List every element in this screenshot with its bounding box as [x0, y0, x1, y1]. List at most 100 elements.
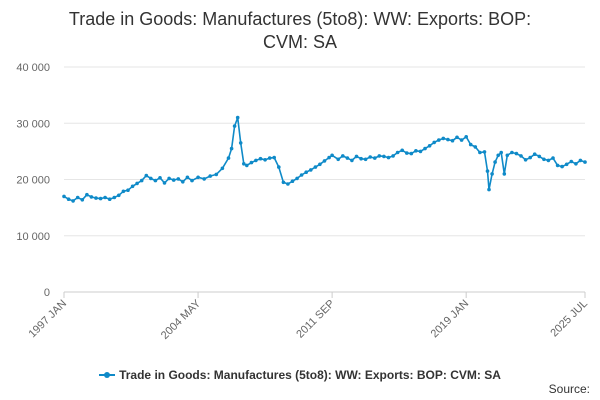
data-point	[510, 150, 514, 155]
chart-title-line-1: Trade in Goods: Manufactures (5to8): WW:…	[68, 9, 532, 29]
data-point	[468, 142, 473, 147]
data-point	[220, 166, 225, 171]
data-point	[153, 178, 158, 183]
data-point	[229, 146, 234, 151]
data-point	[330, 153, 334, 158]
data-point	[89, 195, 94, 199]
data-point	[409, 151, 414, 156]
y-tick-label: 20 000	[16, 175, 50, 187]
data-point	[149, 176, 153, 181]
data-point	[176, 177, 181, 181]
data-point	[66, 197, 71, 201]
data-point	[542, 157, 546, 162]
data-point	[295, 176, 299, 181]
data-point	[418, 149, 423, 154]
data-point	[62, 194, 66, 199]
data-point	[555, 163, 560, 168]
data-point	[569, 159, 574, 164]
data-point	[185, 175, 190, 180]
legend-swatch	[99, 371, 116, 378]
data-point	[414, 149, 418, 153]
data-point	[490, 172, 494, 176]
data-point	[130, 184, 135, 189]
data-point	[537, 154, 542, 159]
data-point	[423, 146, 427, 151]
data-point	[258, 156, 263, 161]
data-point	[502, 172, 507, 176]
y-axis: 0 10 000 20 000 30 000 40 000	[16, 62, 50, 299]
data-point	[277, 165, 281, 169]
data-point	[455, 135, 459, 140]
data-point	[232, 124, 237, 128]
data-point	[482, 150, 487, 154]
data-point	[196, 175, 200, 180]
data-point	[235, 115, 240, 120]
data-point	[267, 156, 272, 160]
data-point	[395, 150, 400, 155]
data-point	[459, 138, 464, 142]
data-point	[103, 195, 107, 200]
data-point	[299, 173, 304, 177]
data-point	[226, 156, 231, 160]
data-point	[263, 158, 267, 162]
data-point	[254, 158, 258, 163]
data-point	[318, 162, 322, 167]
data-point	[499, 150, 504, 155]
data-point	[238, 141, 243, 145]
data-point	[208, 174, 212, 178]
data-point	[139, 178, 144, 183]
data-point	[272, 155, 277, 160]
data-point	[245, 163, 249, 168]
data-point	[478, 150, 482, 155]
x-tick-label: 1997 JAN	[26, 298, 69, 341]
data-point	[485, 169, 490, 173]
data-point	[446, 137, 450, 142]
data-point	[249, 160, 254, 165]
data-point	[345, 156, 350, 160]
data-point	[583, 160, 587, 164]
data-point	[578, 158, 583, 163]
data-point	[75, 195, 80, 200]
data-point	[400, 148, 405, 153]
data-point	[528, 155, 532, 160]
legend: Trade in Goods: Manufactures (5to8): WW:…	[0, 368, 600, 382]
data-point	[80, 198, 85, 202]
data-point	[341, 154, 345, 158]
data-point	[564, 162, 569, 167]
data-point	[309, 168, 313, 172]
data-point	[112, 195, 117, 200]
data-point	[574, 162, 578, 166]
x-tick-label: 2011 SEP	[294, 298, 337, 341]
data-point	[242, 162, 246, 166]
legend-label: Trade in Goods: Manufactures (5to8): WW:…	[119, 368, 501, 382]
data-point	[107, 197, 112, 201]
data-point	[350, 158, 354, 163]
data-point	[373, 156, 377, 160]
data-point	[532, 152, 537, 156]
data-point	[181, 180, 185, 184]
y-tick-label: 10 000	[16, 231, 50, 243]
data-point	[214, 172, 219, 177]
data-point	[144, 173, 149, 178]
data-point	[290, 179, 295, 183]
data-point	[560, 164, 564, 169]
data-point	[327, 155, 331, 160]
data-point	[377, 154, 382, 158]
data-point	[437, 138, 441, 142]
data-point	[304, 170, 309, 174]
data-point	[432, 140, 437, 145]
data-point	[450, 138, 455, 143]
data-point	[523, 158, 528, 162]
data-point	[496, 153, 501, 158]
data-point	[94, 196, 98, 200]
data-point	[313, 165, 318, 169]
y-tick-label: 30 000	[16, 118, 50, 130]
chart-title: Trade in Goods: Manufactures (5to8): WW:…	[0, 8, 600, 54]
data-point	[190, 178, 194, 183]
data-point	[464, 135, 469, 139]
data-point	[441, 136, 446, 141]
data-point	[363, 157, 368, 162]
data-point	[354, 154, 359, 159]
data-point	[382, 154, 386, 159]
